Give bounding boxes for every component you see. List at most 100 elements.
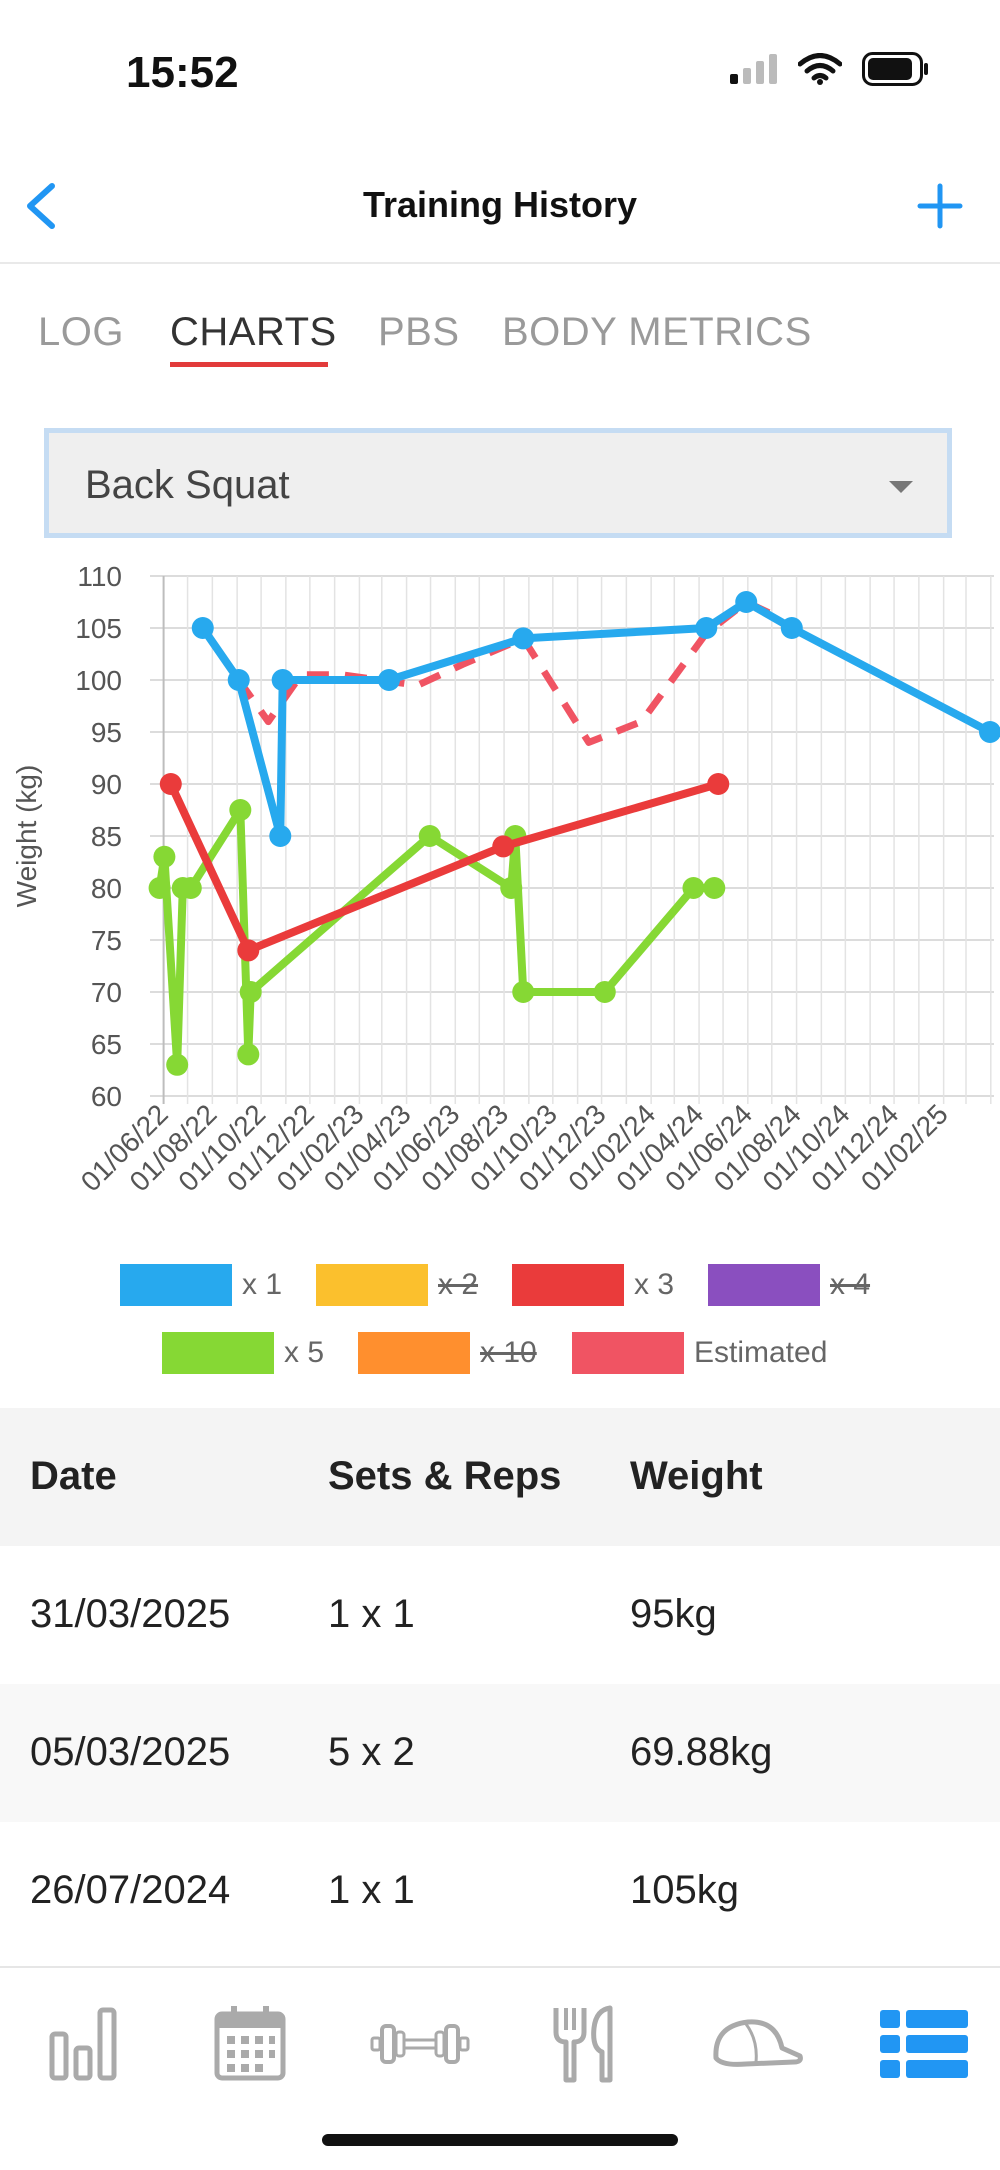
legend-item[interactable]: x 4	[708, 1264, 870, 1306]
header-weight: Weight	[630, 1454, 763, 1498]
add-icon[interactable]	[912, 178, 968, 234]
status-icons	[730, 52, 930, 86]
chart-series	[148, 591, 1000, 1076]
list-icon[interactable]	[876, 2004, 972, 2084]
tab-charts[interactable]: CHARTS	[170, 310, 337, 354]
data-point-x1	[695, 617, 718, 639]
tab-pbs[interactable]: PBS	[378, 310, 460, 354]
data-point-x3	[159, 773, 182, 795]
back-chevron-icon[interactable]	[18, 178, 68, 234]
data-point-x5	[229, 799, 252, 821]
legend-item[interactable]: x 1	[120, 1264, 282, 1306]
y-axis-label: Weight (kg)	[11, 765, 42, 908]
legend-swatch	[572, 1332, 684, 1374]
legend-swatch	[316, 1264, 428, 1306]
y-axis-ticks: 110 105 100 95 90 85 80 75 70 65 60	[75, 561, 122, 1112]
exercise-select[interactable]: Back Squat	[44, 428, 952, 538]
fork-knife-icon[interactable]	[540, 2004, 630, 2084]
data-point-x5	[512, 981, 535, 1003]
legend-label: x 2	[438, 1268, 479, 1301]
cap-icon[interactable]	[706, 2004, 806, 2084]
data-point-x5	[166, 1053, 189, 1076]
data-point-x5	[153, 845, 176, 868]
dumbbell-icon[interactable]	[370, 2004, 470, 2084]
data-point-x5	[148, 877, 171, 899]
legend-item[interactable]: Estimated	[572, 1332, 827, 1374]
tab-bar: LOG CHARTS PBS BODY METRICS	[0, 290, 1000, 380]
legend-label: x 10	[480, 1336, 537, 1369]
exercise-select-value: Back Squat	[85, 463, 290, 507]
row-weight: 69.88kg	[630, 1730, 773, 1774]
table-row[interactable]: 26/07/2024 1 x 1 105kg	[0, 1822, 1000, 1960]
row-date: 31/03/2025	[30, 1592, 231, 1636]
data-point-x5	[418, 825, 441, 847]
calendar-icon[interactable]	[205, 2004, 295, 2084]
data-point-x1	[735, 591, 758, 613]
table-row[interactable]: 05/03/2025 5 x 2 69.88kg	[0, 1684, 1000, 1822]
data-point-x5	[703, 877, 726, 899]
legend-swatch	[120, 1264, 232, 1306]
y-tick-label: 110	[77, 561, 122, 592]
y-tick-label: 70	[91, 977, 122, 1008]
data-point-x1	[191, 617, 214, 639]
data-point-x1	[512, 627, 535, 650]
data-point-x1	[271, 669, 294, 691]
header-date: Date	[30, 1454, 117, 1498]
legend-label: x 4	[830, 1268, 871, 1301]
legend-label: Estimated	[694, 1336, 828, 1369]
y-tick-label: 85	[91, 821, 122, 852]
data-point-x5	[682, 877, 705, 899]
row-date: 26/07/2024	[30, 1868, 231, 1912]
row-sets-reps: 1 x 1	[328, 1868, 415, 1912]
row-date: 05/03/2025	[30, 1730, 231, 1774]
status-bar: 15:52	[0, 0, 1000, 150]
x-axis-ticks: 01/06/2201/08/2201/10/2201/12/2201/02/23…	[75, 1098, 954, 1197]
data-point-x1	[780, 617, 803, 639]
data-point-x5	[179, 877, 202, 899]
tab-body-metrics[interactable]: BODY METRICS	[502, 310, 812, 354]
status-time: 15:52	[126, 48, 239, 97]
y-tick-label: 75	[91, 925, 122, 956]
battery-icon	[862, 52, 928, 86]
y-tick-label: 105	[75, 613, 122, 644]
bar-chart-icon[interactable]	[38, 2004, 128, 2084]
legend-swatch	[708, 1264, 820, 1306]
row-weight: 95kg	[630, 1592, 717, 1636]
y-tick-label: 90	[91, 769, 122, 800]
series-line-x1	[198, 598, 995, 840]
legend-label: x 1	[242, 1268, 283, 1301]
table-row[interactable]: 31/03/2025 1 x 1 95kg	[0, 1546, 1000, 1684]
row-weight: 105kg	[630, 1868, 739, 1912]
active-tab-indicator	[170, 362, 328, 367]
data-point-x1	[269, 825, 292, 847]
chart-legend: x 1 x 2 x 3 x 4 x 5 x 10 Estimated	[0, 1250, 1000, 1380]
legend-swatch	[162, 1332, 274, 1374]
series-line-x3	[166, 780, 723, 955]
data-point-x1	[377, 669, 400, 691]
wifi-icon	[798, 53, 842, 85]
data-point-x1	[979, 721, 1000, 743]
data-point-x5	[239, 981, 262, 1003]
y-tick-label: 60	[91, 1081, 122, 1112]
data-point-x3	[707, 773, 730, 795]
data-point-x1	[227, 669, 250, 691]
y-tick-label: 80	[91, 873, 122, 904]
y-tick-label: 65	[91, 1029, 122, 1060]
data-point-x5	[500, 877, 523, 899]
legend-label: x 3	[634, 1268, 675, 1301]
table-header-row: Date Sets & Reps Weight	[0, 1408, 1000, 1546]
legend-item[interactable]: x 5	[162, 1332, 324, 1374]
y-tick-label: 95	[91, 717, 122, 748]
home-indicator	[322, 2134, 678, 2146]
legend-item[interactable]: x 3	[512, 1264, 674, 1306]
signal-icon	[730, 54, 777, 84]
tab-log[interactable]: LOG	[38, 310, 124, 354]
row-sets-reps: 1 x 1	[328, 1592, 415, 1636]
legend-item[interactable]: x 10	[358, 1332, 537, 1374]
row-sets-reps: 5 x 2	[328, 1730, 415, 1774]
data-point-x5	[237, 1043, 260, 1066]
legend-swatch	[512, 1264, 624, 1306]
legend-item[interactable]: x 2	[316, 1264, 478, 1306]
data-point-x3	[492, 835, 515, 858]
caret-down-icon	[889, 481, 913, 493]
